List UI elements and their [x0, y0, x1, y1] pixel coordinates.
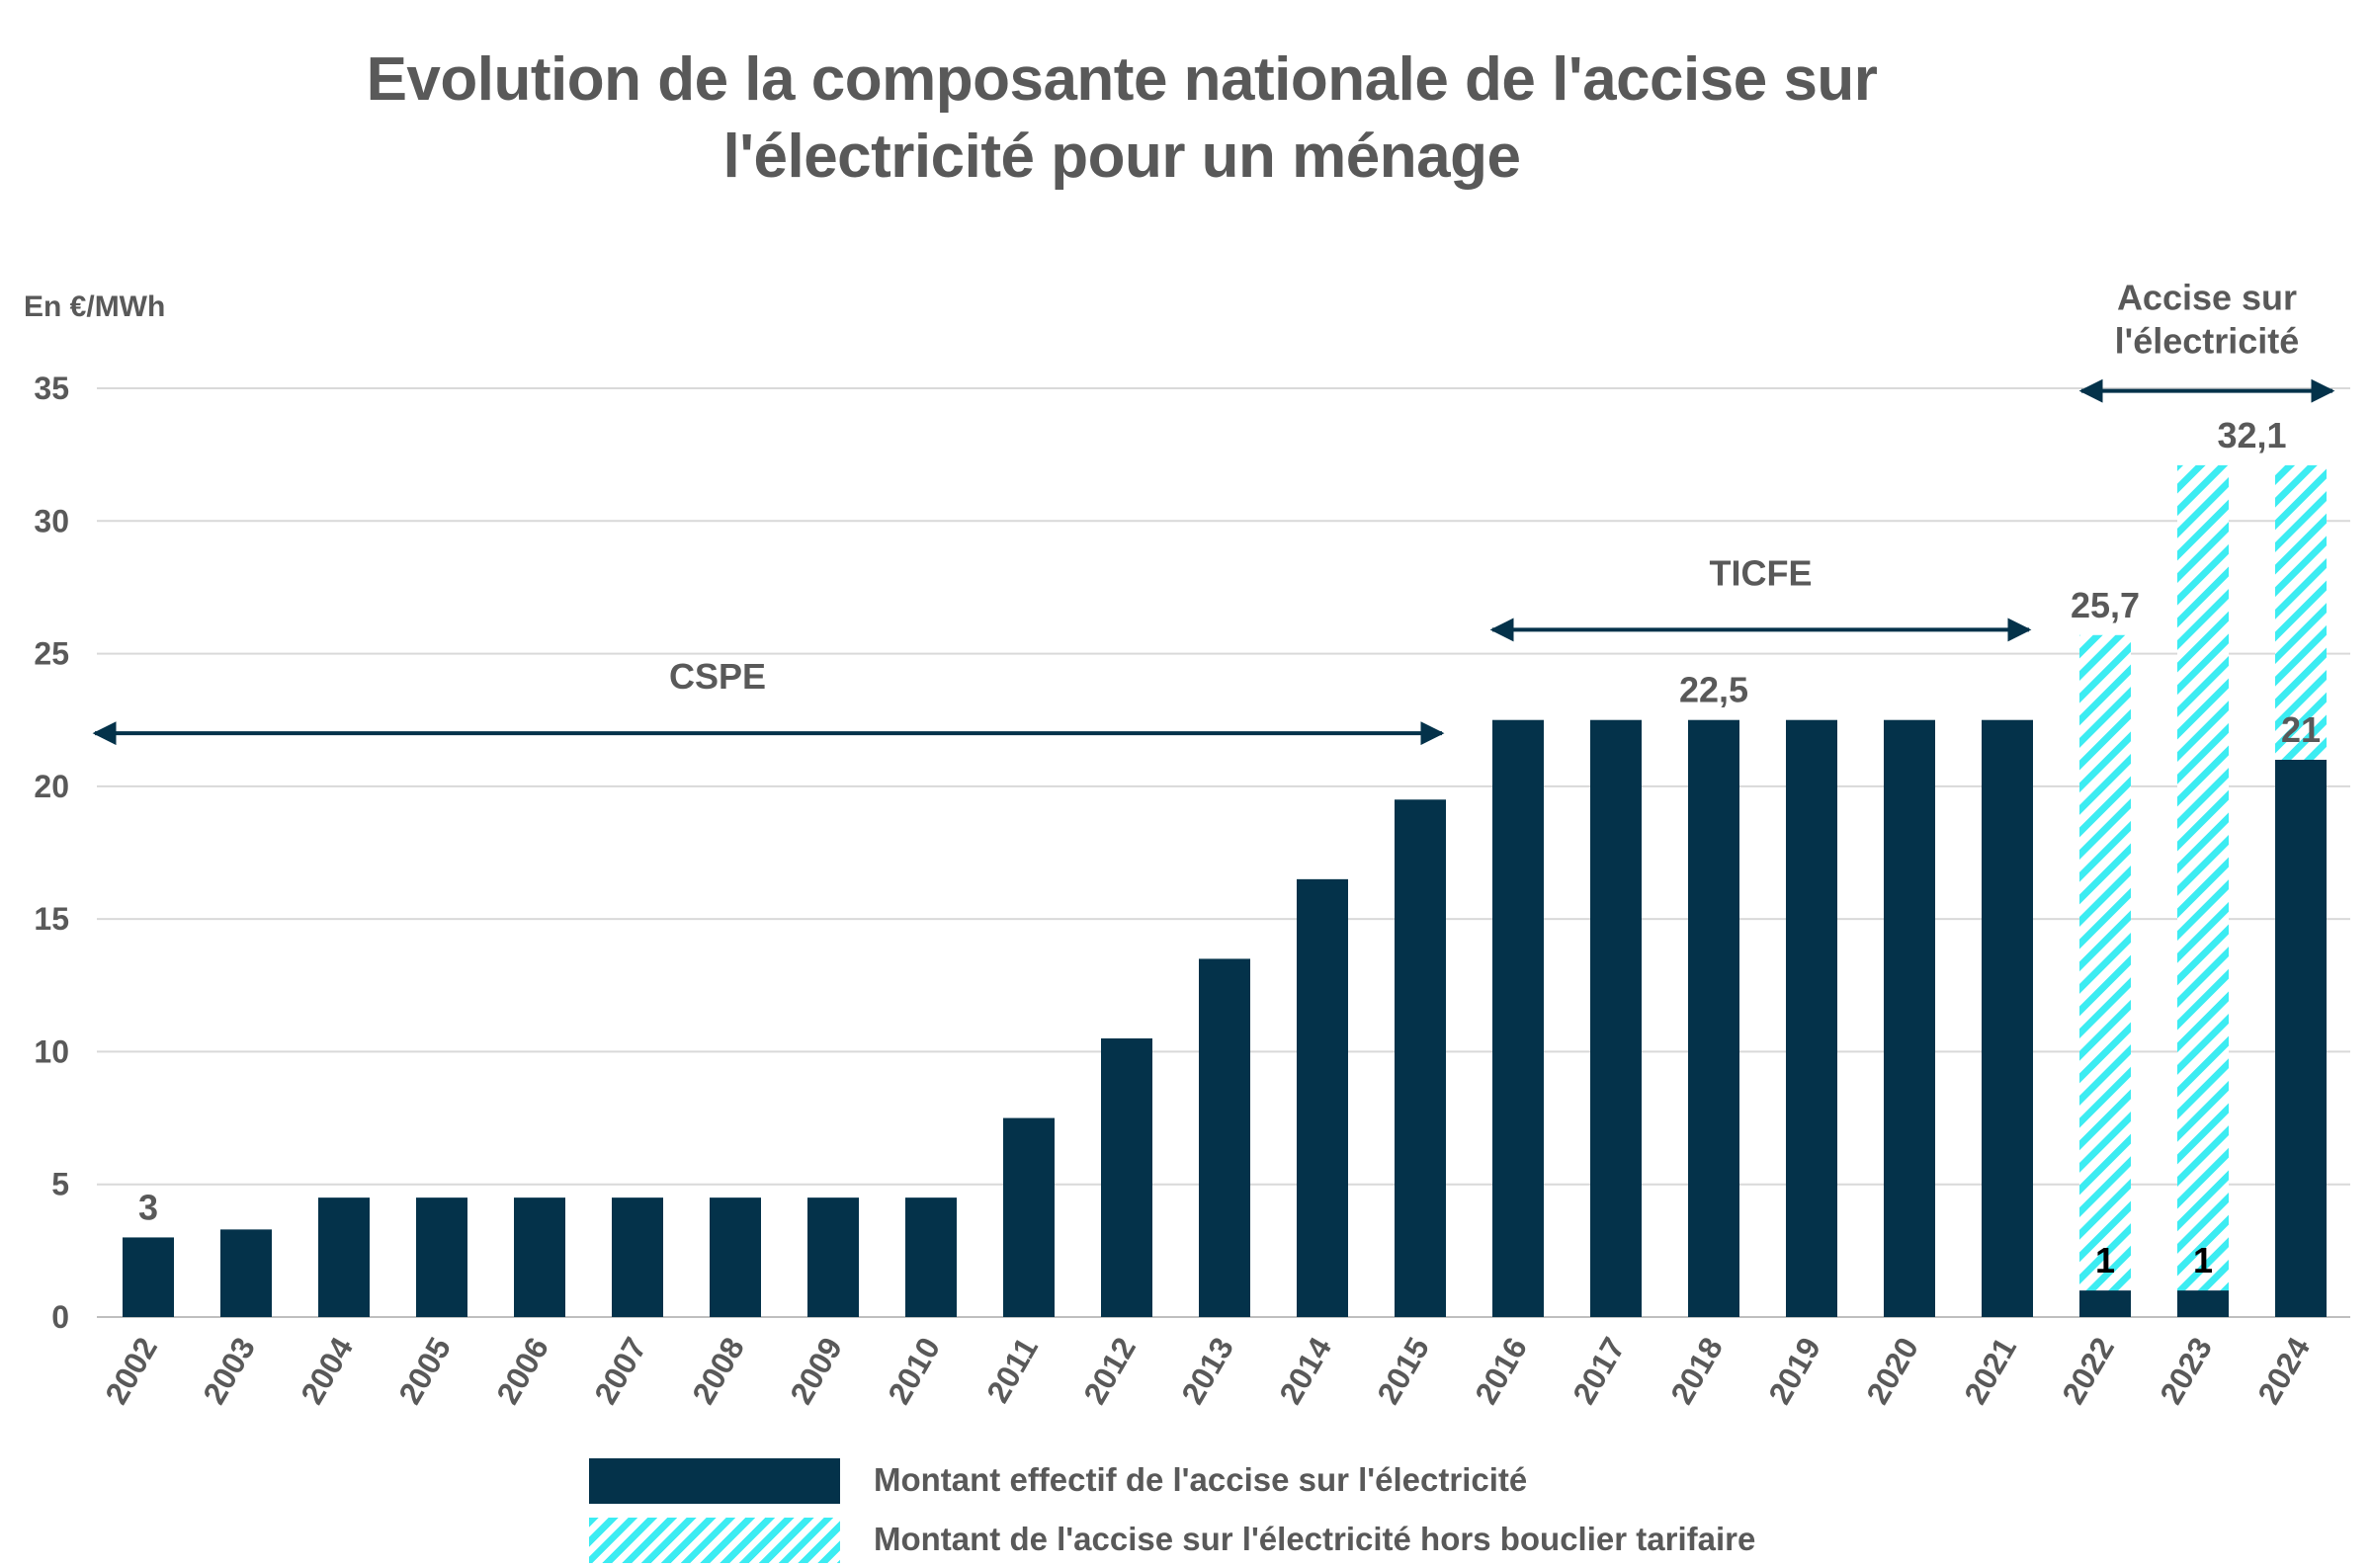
chart-title-line-2: l'électricité pour un ménage	[722, 123, 1521, 191]
bar-effectif-2007	[612, 1197, 663, 1317]
bar-effectif-2024	[2275, 760, 2327, 1317]
bar-effectif-2010	[905, 1197, 957, 1317]
x-tick-label-2022: 2022	[2055, 1332, 2121, 1411]
x-tick-label-2003: 2003	[196, 1332, 262, 1411]
bar-effectif-2015	[1395, 799, 1446, 1317]
x-tick-label-2018: 2018	[1663, 1332, 1730, 1411]
x-tick-label-2024: 2024	[2250, 1331, 2317, 1410]
y-tick-label: 5	[51, 1167, 69, 1202]
data-label-2023: 32,1	[2217, 415, 2286, 455]
y-tick-label: 25	[34, 636, 69, 672]
legend-label-hors-bouclier: Montant de l'accise sur l'électricité ho…	[874, 1521, 1756, 1557]
period-label-accise-line-1: Accise sur	[2117, 278, 2297, 318]
bar-effectif-2002	[123, 1237, 174, 1317]
y-tick-label: 30	[34, 503, 69, 538]
y-tick-label: 15	[34, 901, 69, 937]
bar-effectif-2004	[318, 1197, 370, 1317]
x-tick-label-2008: 2008	[685, 1332, 751, 1411]
bar-effectif-2020	[1884, 719, 1935, 1317]
period-label-ticfe: TICFE	[1710, 552, 1813, 593]
x-tick-label-2012: 2012	[1076, 1332, 1143, 1411]
bar-effectif-2011	[1003, 1117, 1055, 1317]
bar-effectif-2005	[416, 1197, 467, 1317]
x-tick-label-2013: 2013	[1174, 1332, 1240, 1411]
legend-item-hors-bouclier: Montant de l'accise sur l'électricité ho…	[589, 1518, 1973, 1563]
x-tick-label-2020: 2020	[1859, 1332, 1925, 1411]
x-tick-label-2014: 2014	[1272, 1331, 1338, 1410]
data-label-2018: 22,5	[1679, 670, 1748, 710]
x-tick-label-2017: 2017	[1566, 1332, 1632, 1411]
bar-effectif-2018	[1688, 719, 1739, 1317]
bar-effectif-2003	[220, 1229, 272, 1317]
x-tick-label-2002: 2002	[98, 1332, 164, 1411]
y-axis: 0 5 10 15 20 25 30 35	[34, 371, 69, 1335]
x-tick-label-2005: 2005	[391, 1332, 458, 1411]
bar-effectif-2012	[1101, 1038, 1152, 1317]
y-tick-label: 20	[34, 769, 69, 804]
bars	[123, 464, 2327, 1317]
chart-title-line-1: Evolution de la composante nationale de …	[366, 45, 1878, 114]
bar-effectif-2023	[2177, 1290, 2229, 1317]
x-tick-label-2016: 2016	[1468, 1332, 1534, 1411]
bar-hors-bouclier-2022	[2079, 634, 2131, 1317]
bar-effectif-2017	[1590, 719, 1642, 1317]
x-tick-label-2010: 2010	[881, 1332, 947, 1411]
x-tick-label-2011: 2011	[979, 1332, 1045, 1409]
data-label-2023: 1	[2193, 1240, 2213, 1280]
x-tick-label-2023: 2023	[2153, 1332, 2219, 1411]
y-tick-label: 10	[34, 1033, 69, 1069]
bar-effectif-2008	[710, 1197, 761, 1317]
x-tick-label-2007: 2007	[587, 1332, 653, 1411]
y-axis-unit-label: En €/MWh	[24, 290, 165, 323]
period-label-cspe: CSPE	[669, 656, 766, 697]
x-tick-label-2004: 2004	[294, 1331, 360, 1410]
y-tick-label: 35	[34, 371, 69, 406]
data-labels: 3 22,5 25,7 1 1 32,1 21	[138, 415, 2321, 1280]
bar-effectif-2016	[1492, 719, 1544, 1317]
data-label-2022: 25,7	[2071, 585, 2140, 625]
bar-effectif-2022	[2079, 1290, 2131, 1317]
x-tick-label-2015: 2015	[1370, 1332, 1436, 1411]
data-label-2022: 1	[2095, 1240, 2115, 1280]
bar-effectif-2019	[1786, 719, 1837, 1317]
bar-effectif-2021	[1982, 719, 2033, 1317]
data-label-2002: 3	[138, 1187, 158, 1227]
y-tick-label: 0	[51, 1299, 69, 1335]
x-tick-label-2006: 2006	[489, 1332, 555, 1411]
chart-title: Evolution de la composante nationale de …	[0, 41, 2244, 196]
bar-hors-bouclier-2023	[2177, 464, 2229, 1317]
legend-swatch-effective	[589, 1458, 840, 1504]
data-label-2024: 21	[2281, 709, 2321, 750]
x-axis: 2002 2003 2004 2005 2006 2007 2008 2009 2010 2011…	[98, 1331, 2317, 1410]
bar-effectif-2013	[1199, 958, 1250, 1317]
legend-item-effective: Montant effectif de l'accise sur l'élect…	[589, 1458, 1973, 1504]
legend-swatch-hors-bouclier	[589, 1518, 840, 1563]
bar-effectif-2006	[514, 1197, 565, 1317]
legend-label-effective: Montant effectif de l'accise sur l'élect…	[874, 1461, 1528, 1498]
x-tick-label-2009: 2009	[783, 1332, 849, 1411]
bar-effectif-2014	[1297, 878, 1348, 1317]
x-tick-label-2019: 2019	[1761, 1332, 1827, 1411]
bar-effectif-2009	[807, 1197, 859, 1317]
period-label-accise-line-2: l'électricité	[2115, 321, 2300, 362]
x-tick-label-2021: 2021	[1957, 1332, 2023, 1411]
